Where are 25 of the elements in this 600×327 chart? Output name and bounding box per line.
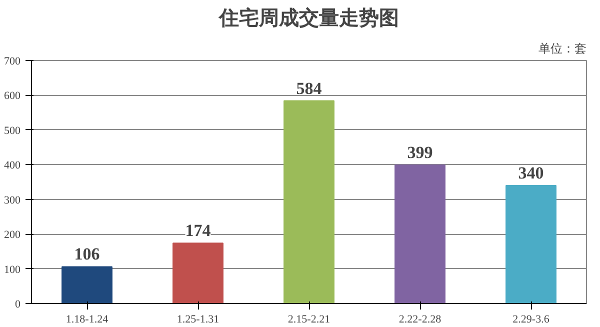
- bar: [506, 184, 556, 304]
- chart-title: 住宅周成交量走势图: [218, 6, 399, 30]
- y-tick-label: 400: [4, 160, 21, 172]
- text: 单位：套: [538, 42, 586, 56]
- x-tick-label: 2.29-3.6: [512, 314, 550, 326]
- x-tick-label: 2.22-2.28: [398, 314, 442, 326]
- y-tick-label: 0: [15, 298, 21, 310]
- data-label: 340: [518, 163, 544, 182]
- y-tick-label: 100: [4, 264, 21, 276]
- y-tick-label: 700: [4, 56, 21, 68]
- x-tick-label: 1.25-1.31: [176, 314, 220, 326]
- y-tick-label: 600: [4, 90, 21, 102]
- data-label: 584: [296, 78, 322, 98]
- bar: [284, 100, 334, 304]
- data-label: 106: [74, 244, 100, 264]
- x-tick-label: 1.18-1.24: [66, 314, 109, 326]
- data-label: 399: [407, 142, 433, 162]
- y-tick-label: 200: [4, 229, 21, 242]
- bar: [62, 266, 112, 304]
- y-tick-label: 500: [4, 124, 21, 137]
- bar: [394, 164, 446, 304]
- data-label: 174: [185, 221, 212, 240]
- y-tick-label: 300: [4, 194, 21, 206]
- x-tick-label: 2.15-2.21: [288, 314, 330, 326]
- bar: [172, 242, 224, 304]
